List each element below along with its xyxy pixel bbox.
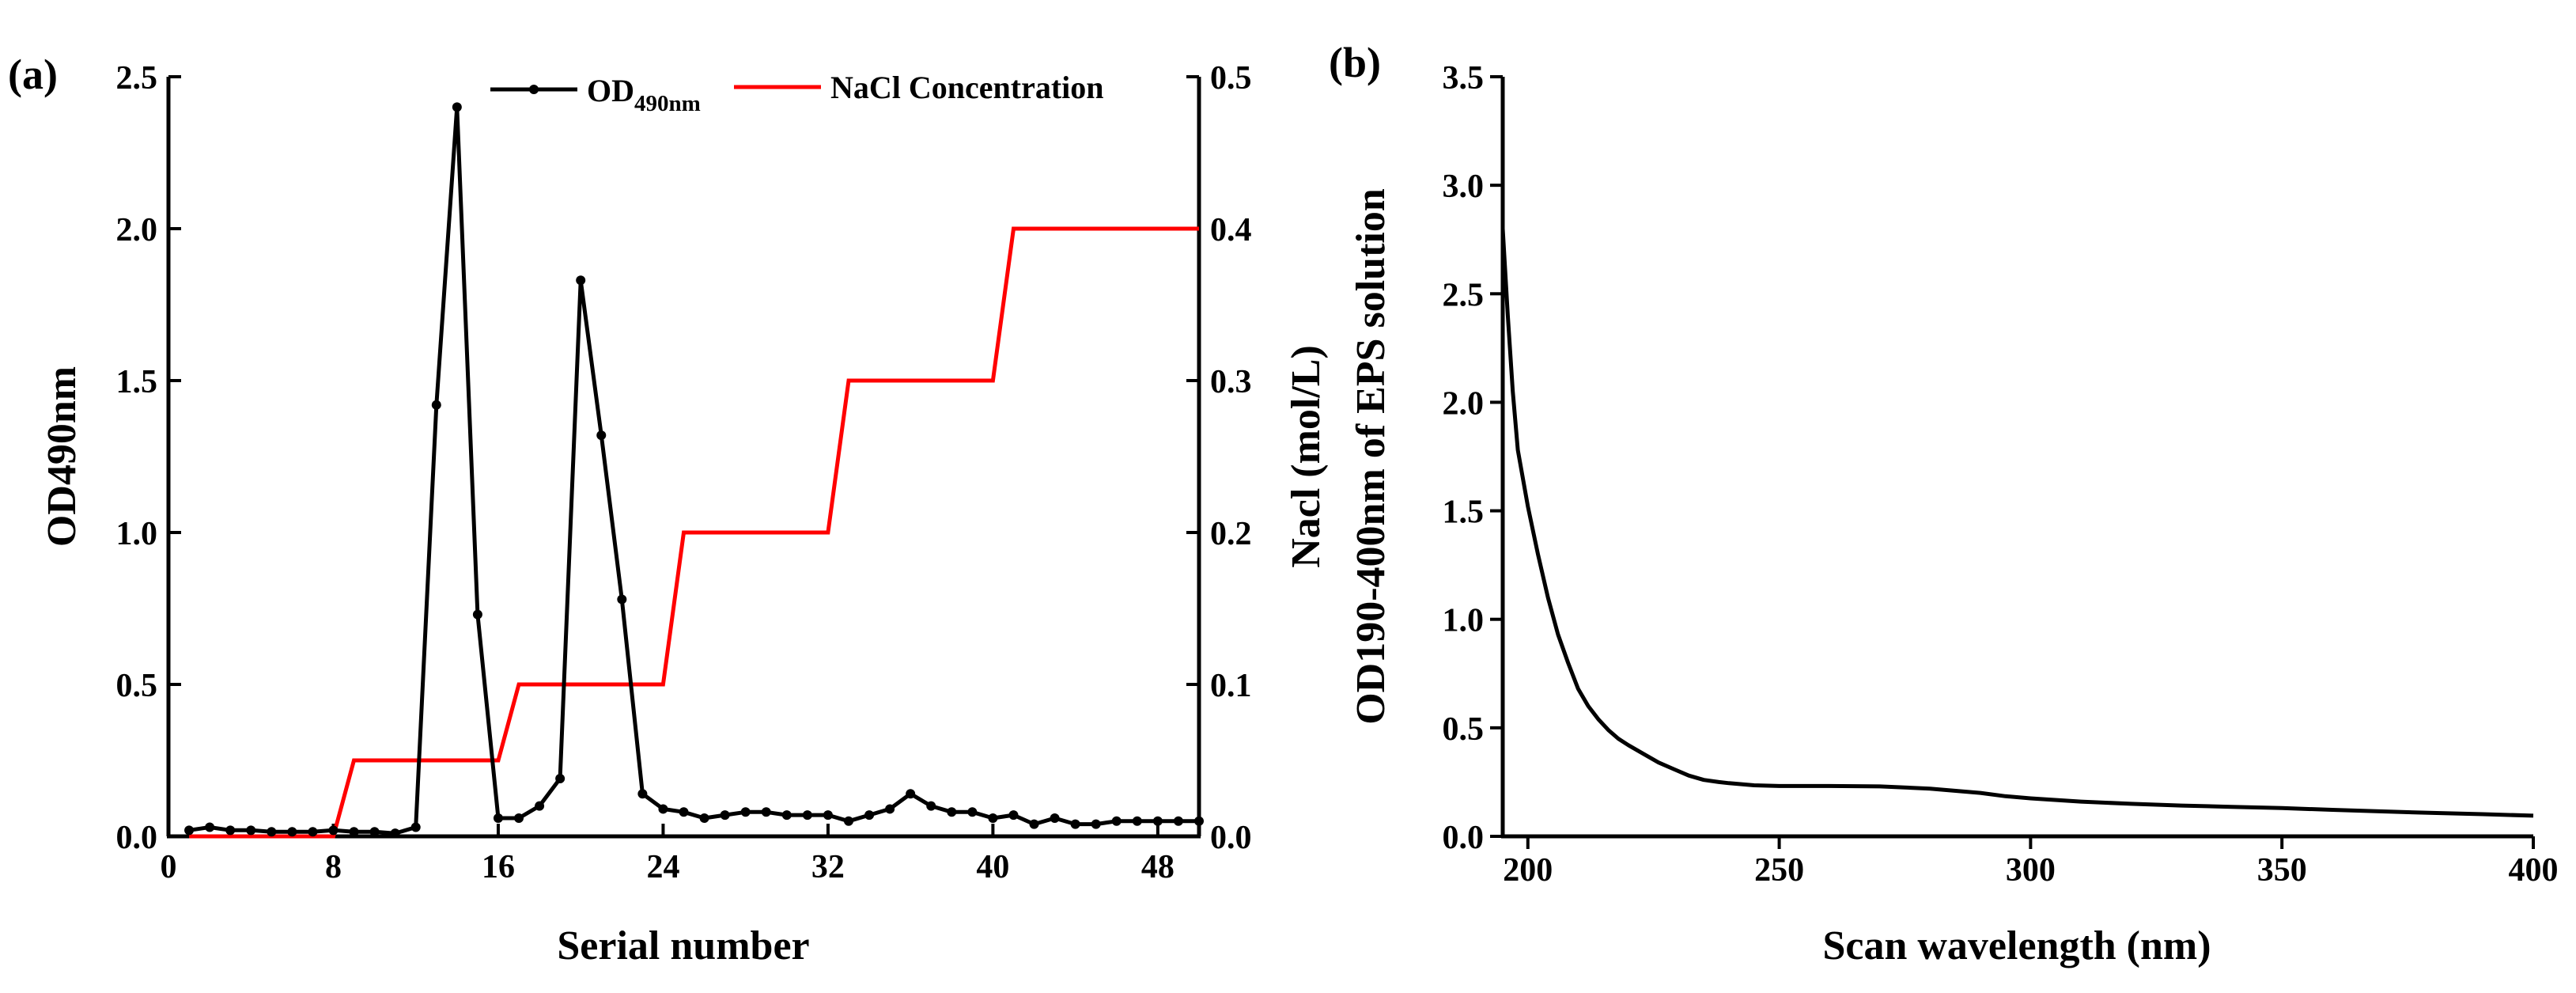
panel-b-y-tick-label: 3.5 (1443, 60, 1485, 97)
od490-point (369, 827, 380, 837)
od490-point (1091, 819, 1101, 829)
eps-absorbance-curve (1500, 228, 2534, 818)
od490-point (1050, 813, 1060, 823)
panel-a-right-y-tick-label: 0.1 (1210, 668, 1252, 704)
panel-b-y-tick-label: 0.0 (1443, 820, 1485, 856)
od490-point (267, 827, 277, 837)
od490-point (906, 789, 916, 799)
od490-point (967, 807, 978, 817)
od490-point (658, 804, 668, 814)
panel-a-x-tick-label: 16 (482, 849, 515, 885)
panel-a-right-y-tick-label: 0.4 (1210, 212, 1252, 248)
panel-a-left-y-tick-label: 2.5 (116, 60, 158, 97)
od490-point (287, 827, 297, 837)
od490-point (1070, 819, 1080, 829)
od490-point (781, 810, 792, 821)
panel-a-x-tick-label: 24 (646, 849, 679, 885)
od490-line (188, 104, 1199, 836)
panel-b-x-tick-label: 400 (2509, 852, 2559, 889)
panel-b-x-tick-label: 200 (1503, 852, 1553, 889)
od490-point (1132, 816, 1142, 826)
panel-a-left-y-tick-label: 1.0 (116, 516, 158, 552)
panel-a-x-tick-label: 0 (161, 849, 177, 885)
panel-a-left-y-tick-label: 0.5 (116, 668, 158, 704)
panel-b-y-tick-label: 3.0 (1443, 169, 1485, 205)
panel-b-x-axis-label: Scan wavelength (nm) (1822, 923, 2211, 968)
od490-point (1111, 816, 1122, 826)
od490-point (637, 789, 648, 799)
panel-b-y-tick-label: 2.0 (1443, 385, 1485, 422)
od490-point (452, 102, 462, 112)
panel-a-x-axis-label: Serial number (557, 923, 809, 968)
od490-point (617, 594, 627, 605)
panel-b-x-tick-label: 250 (1754, 852, 1804, 889)
od490-point (535, 801, 545, 811)
od490-point (843, 816, 853, 826)
panel-a-x-tick-label: 32 (811, 849, 845, 885)
od490-point (720, 810, 730, 821)
od490-point (823, 810, 833, 821)
legend-od-label: OD490nm (587, 73, 701, 116)
od490-point (1194, 816, 1204, 826)
panel-b-y-tick-label: 0.5 (1443, 711, 1485, 748)
panel-a-left-y-tick-label: 2.0 (116, 212, 158, 248)
od490-point (947, 807, 957, 817)
panel-a-label: (a) (8, 51, 58, 98)
panel-a-right-y-tick-label: 0.3 (1210, 364, 1252, 400)
legend-od-marker (529, 85, 539, 94)
od490-point (1008, 810, 1019, 821)
panel-a-right-y-tick-label: 0.2 (1210, 516, 1252, 552)
panel-a-x-tick-label: 48 (1141, 849, 1175, 885)
od490-point (596, 430, 607, 441)
od490-point (308, 827, 318, 837)
od490-point (349, 827, 359, 837)
panel-a-right-y-tick-label: 0.0 (1210, 820, 1252, 856)
panel-a-x-tick-label: 8 (325, 849, 342, 885)
od490-point (740, 807, 751, 817)
panel-b-y-tick-label: 1.0 (1443, 603, 1485, 639)
panel-a-chart: (a) 0 8 16 24 32 40 48 0.0 0.5 1.0 1.5 2.0 2.5 0.0 0… (8, 51, 1329, 968)
od490-point (802, 810, 812, 821)
od490-point (1029, 819, 1039, 829)
panel-a-legend: OD490nm NaCl Concentration (490, 70, 1104, 116)
legend-nacl-label: NaCl Concentration (830, 70, 1104, 105)
panel-a-left-y-axis-label: OD490nm (40, 366, 85, 547)
od490-point (885, 804, 895, 814)
od490-point (679, 807, 689, 817)
nacl-concentration-line (189, 226, 1199, 839)
od490-point (205, 822, 215, 832)
od490-point (576, 275, 586, 286)
od490-point (988, 813, 998, 823)
od490-point (184, 825, 195, 836)
panel-a-left-y-tick-label: 1.5 (116, 364, 158, 400)
panel-b-x-tick-label: 350 (2257, 852, 2307, 889)
panel-b-chart: (b) 200 250 300 350 400 0.0 0.5 1.0 1.5 2.0 2.5 3.… (1329, 39, 2559, 968)
od490-point (555, 774, 566, 784)
panel-a-right-y-tick-label: 0.5 (1210, 60, 1252, 97)
panel-b-y-tick-label: 2.5 (1443, 277, 1485, 313)
od490-point (864, 810, 875, 821)
od490-point (328, 825, 339, 836)
od490-point (431, 400, 441, 410)
od490-point (514, 813, 524, 823)
panel-b-x-tick-label: 300 (2006, 852, 2056, 889)
panel-b-label: (b) (1329, 39, 1381, 86)
panel-a-right-y-axis-label: Nacl (mol/L) (1284, 345, 1329, 568)
od490-point (225, 825, 236, 836)
od490-point (699, 813, 709, 823)
panel-b-y-tick-label: 1.5 (1443, 495, 1485, 531)
od490-point (926, 801, 936, 811)
panel-b-y-axis-label: OD190-400nm of EPS solution (1349, 188, 1394, 725)
od490-point (390, 828, 400, 839)
od490-point (246, 825, 256, 836)
od490-point (761, 807, 771, 817)
od490-point (1173, 816, 1183, 826)
od490-point (410, 822, 421, 832)
panel-a-x-tick-label: 40 (976, 849, 1009, 885)
od490-point (493, 813, 503, 823)
od490-point (472, 609, 482, 620)
panel-a-left-y-tick-label: 0.0 (116, 820, 158, 856)
od490-point (1152, 816, 1163, 826)
